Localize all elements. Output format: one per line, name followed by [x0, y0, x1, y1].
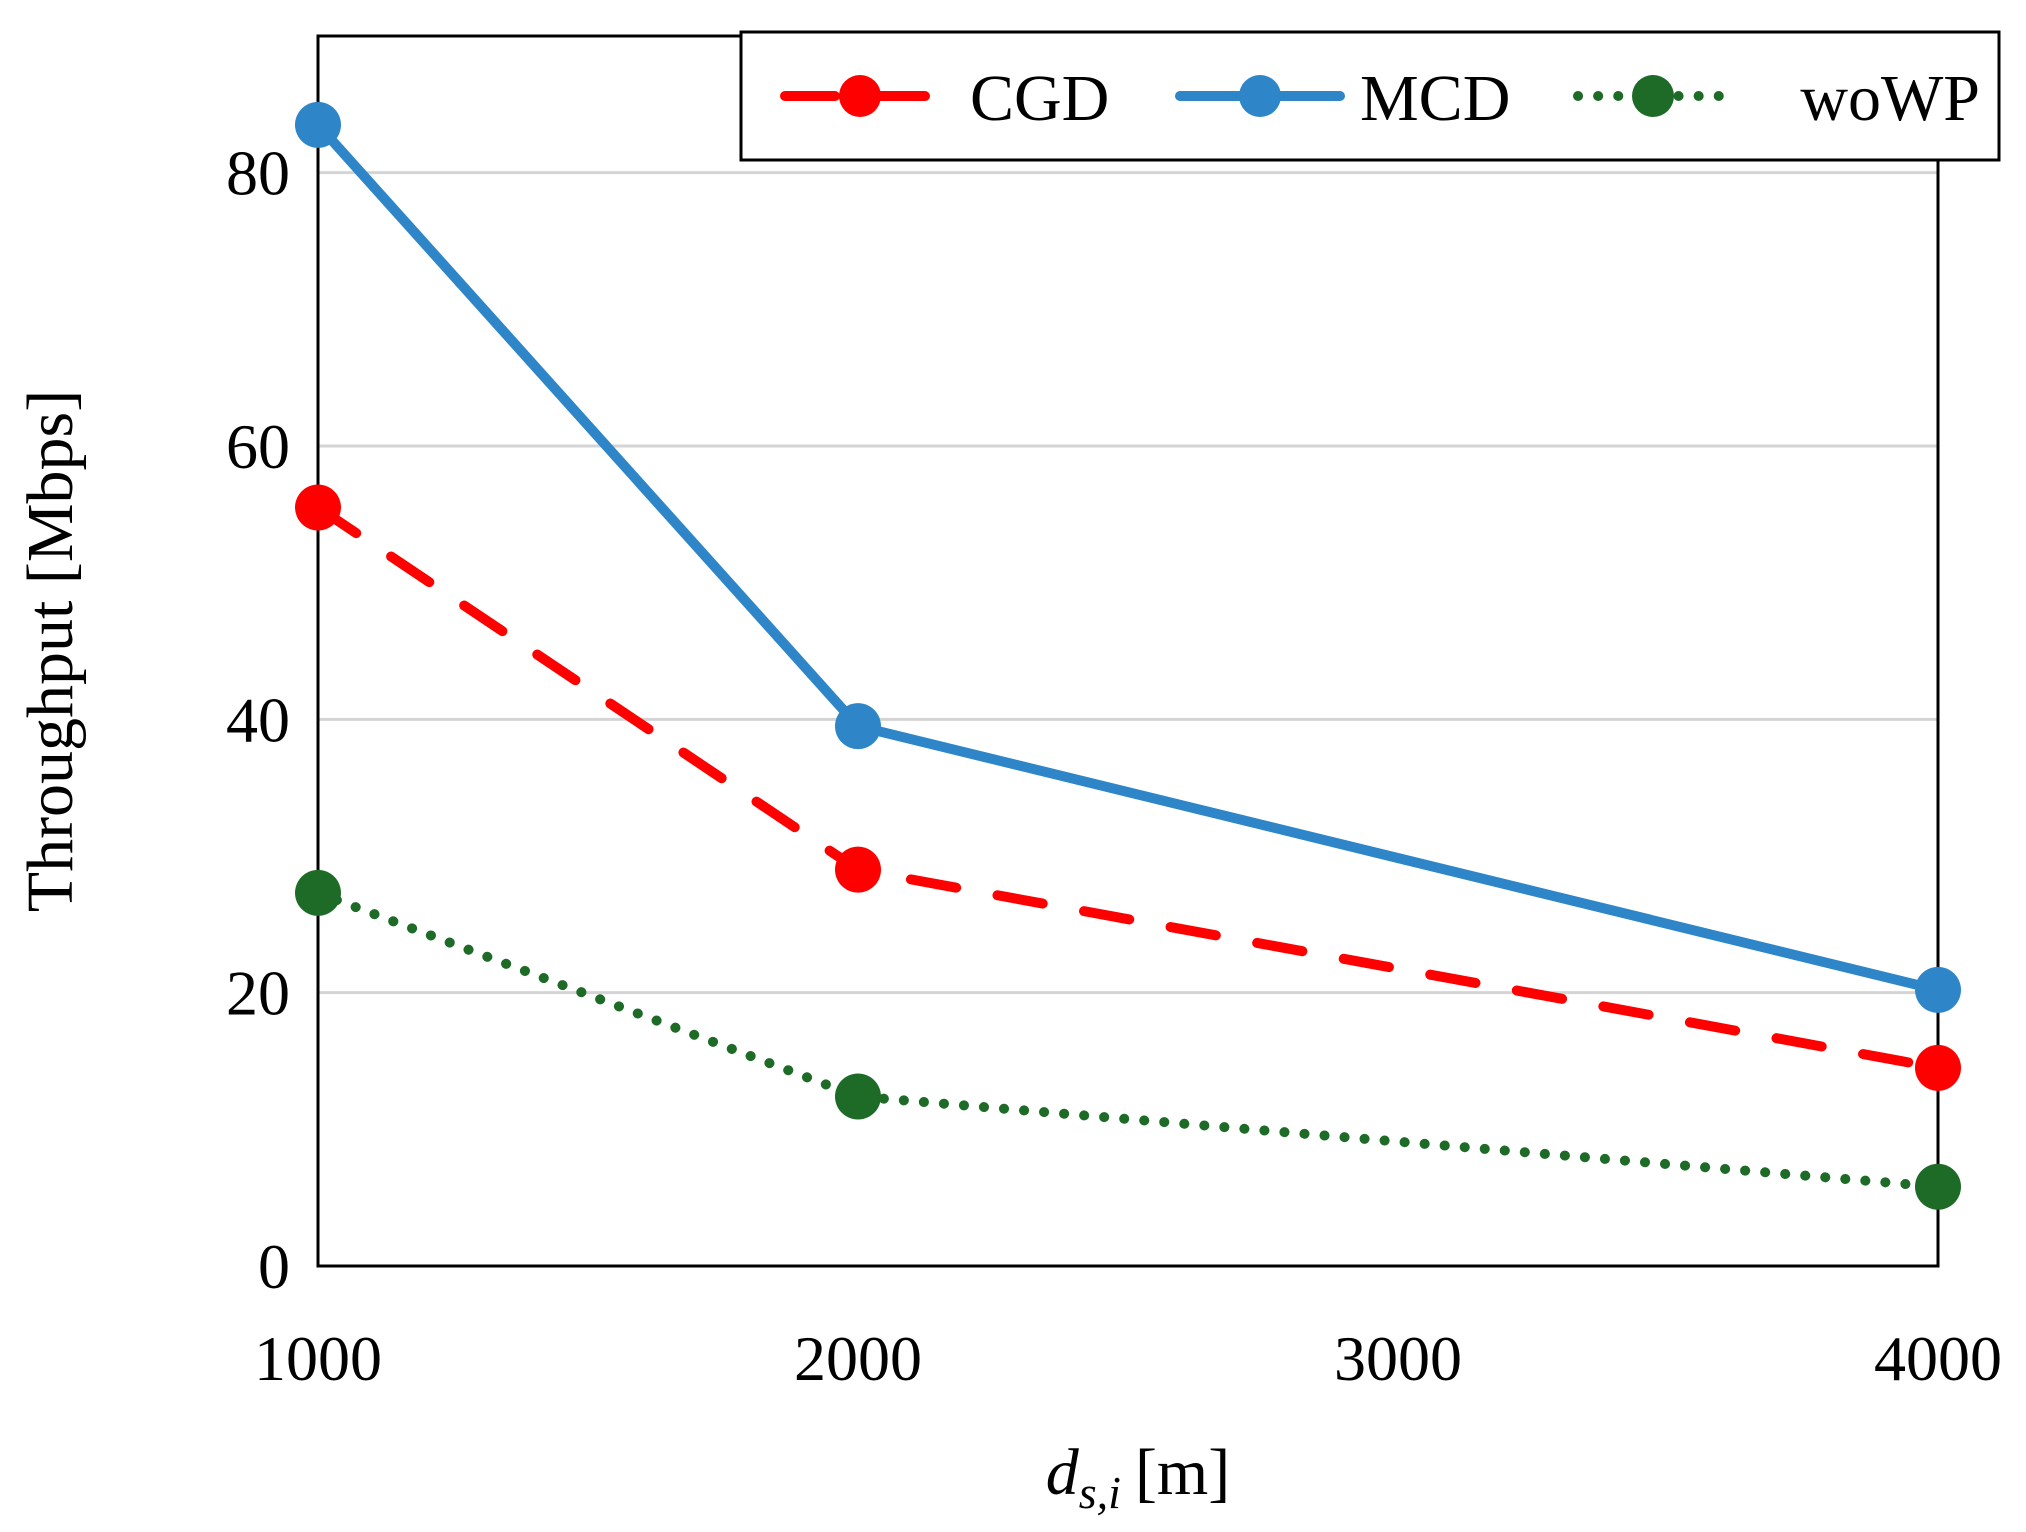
legend-marker-woWP — [1632, 75, 1674, 117]
data-point-woWP-2 — [1915, 1163, 1961, 1210]
data-point-woWP-1 — [835, 1073, 881, 1120]
data-point-CGD-2 — [1915, 1044, 1961, 1091]
legend-item-CGD: CGD — [780, 62, 1109, 135]
series-woWP — [295, 869, 1961, 1210]
data-point-MCD-0 — [295, 101, 341, 148]
y-tick-label-0: 0 — [258, 1231, 290, 1302]
series-layer — [295, 101, 1961, 1210]
legend-marker-CGD — [839, 75, 881, 117]
series-CGD — [295, 484, 1961, 1091]
x-tick-label-2: 3000 — [1334, 1323, 1462, 1394]
y-tick-label-2: 40 — [226, 684, 290, 755]
x-tick-label-0: 1000 — [254, 1323, 382, 1394]
y-tick-label-1: 20 — [226, 958, 290, 1029]
legend-label-woWP: woWP — [1800, 62, 1980, 135]
x-axis-title: ds,i [m] — [1046, 1436, 1230, 1518]
legend-marker-MCD — [1239, 75, 1281, 117]
gridlines — [318, 171, 1938, 995]
y-tick-labels: 0 20 40 60 80 — [226, 138, 290, 1302]
x-tick-label-3: 4000 — [1874, 1323, 2002, 1394]
data-point-CGD-0 — [295, 484, 341, 531]
x-tick-labels: 1000 2000 3000 4000 — [254, 1323, 2002, 1394]
legend-label-MCD: MCD — [1360, 62, 1510, 135]
series-MCD — [295, 101, 1961, 1013]
legend: CGD MCD woWP — [739, 30, 2001, 162]
legend-label-CGD: CGD — [970, 62, 1109, 135]
y-tick-label-4: 80 — [226, 138, 290, 209]
data-point-MCD-1 — [835, 703, 881, 750]
data-point-woWP-0 — [295, 869, 341, 916]
data-point-CGD-1 — [835, 846, 881, 893]
legend-item-MCD: MCD — [1175, 62, 1510, 135]
x-tick-label-1: 2000 — [794, 1323, 922, 1394]
legend-items: CGD MCD woWP — [780, 62, 1980, 135]
x-axis-title-unit: [m] — [1135, 1436, 1230, 1509]
legend-item-woWP: woWP — [1573, 62, 1980, 135]
legend-box — [739, 30, 2001, 162]
x-axis-title-subscript: s,i — [1079, 1467, 1121, 1518]
y-tick-label-3: 60 — [226, 411, 290, 482]
y-axis-title: Throughput [Mbps] — [14, 390, 87, 912]
data-point-MCD-2 — [1915, 966, 1961, 1013]
x-axis-title-symbol: d — [1046, 1436, 1080, 1509]
